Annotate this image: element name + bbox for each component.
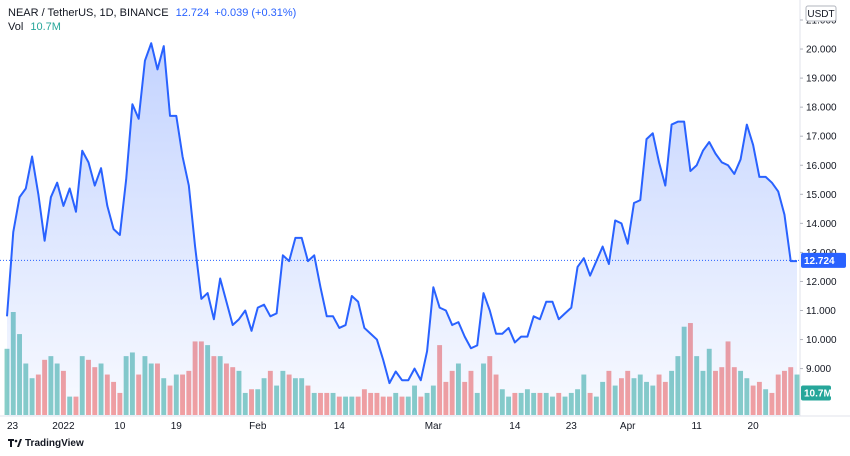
y-tick-label: 19.000 <box>806 74 837 85</box>
x-tick-label: 10 <box>114 421 126 432</box>
current-price-badge <box>801 252 846 268</box>
x-tick-label: Apr <box>620 421 636 432</box>
price-line <box>6 42 797 385</box>
x-tick-label: 14 <box>509 421 521 432</box>
currency-label: USDT <box>807 9 834 20</box>
y-tick-label: 10.000 <box>806 335 837 346</box>
tradingview-brand: TradingView <box>25 438 84 449</box>
x-tick-label: 20 <box>748 421 760 432</box>
last-price: 12.724 <box>175 7 210 19</box>
x-tick-label: 11 <box>691 421 702 432</box>
y-tick-label: 11.000 <box>806 306 836 317</box>
volume-label: Vol <box>8 21 24 33</box>
y-tick-label: 16.000 <box>806 161 837 172</box>
price-area <box>7 43 797 417</box>
current-price-label: 12.724 <box>804 256 835 267</box>
volume-row: Vol 10.7M <box>8 20 296 34</box>
y-tick-label: 12.000 <box>806 277 837 288</box>
symbol-row: NEAR / TetherUS, 1D, BINANCE 12.724 +0.0… <box>8 6 296 20</box>
x-tick-label: Mar <box>425 421 443 432</box>
x-tick-label: Feb <box>249 421 267 432</box>
y-tick-label: 17.000 <box>806 132 837 143</box>
currency-badge <box>805 5 837 22</box>
volume-value: 10.7M <box>30 21 61 33</box>
y-tick-label: 14.000 <box>806 219 837 230</box>
symbol-label: NEAR / TetherUS, 1D, BINANCE <box>8 7 169 19</box>
y-tick-label: 9.000 <box>806 364 831 375</box>
current-volume-label: 10.7M <box>804 389 832 400</box>
tradingview-logo-icon <box>8 439 22 447</box>
x-tick-label: 23 <box>7 421 19 432</box>
price-change: +0.039 (+0.31%) <box>214 7 297 19</box>
volume-bar <box>4 348 10 415</box>
y-tick-label: 20.000 <box>806 45 837 56</box>
chart-legend: NEAR / TetherUS, 1D, BINANCE 12.724 +0.0… <box>8 6 296 34</box>
x-tick-label: 2022 <box>52 421 75 432</box>
current-volume-badge <box>801 385 831 401</box>
x-tick-label: 19 <box>171 421 183 432</box>
x-tick-label: 23 <box>566 421 578 432</box>
x-tick-label: 14 <box>334 421 346 432</box>
y-tick-label: 15.000 <box>806 190 837 201</box>
y-tick-label: 18.000 <box>806 103 837 114</box>
tradingview-footer[interactable]: TradingView <box>8 438 84 449</box>
